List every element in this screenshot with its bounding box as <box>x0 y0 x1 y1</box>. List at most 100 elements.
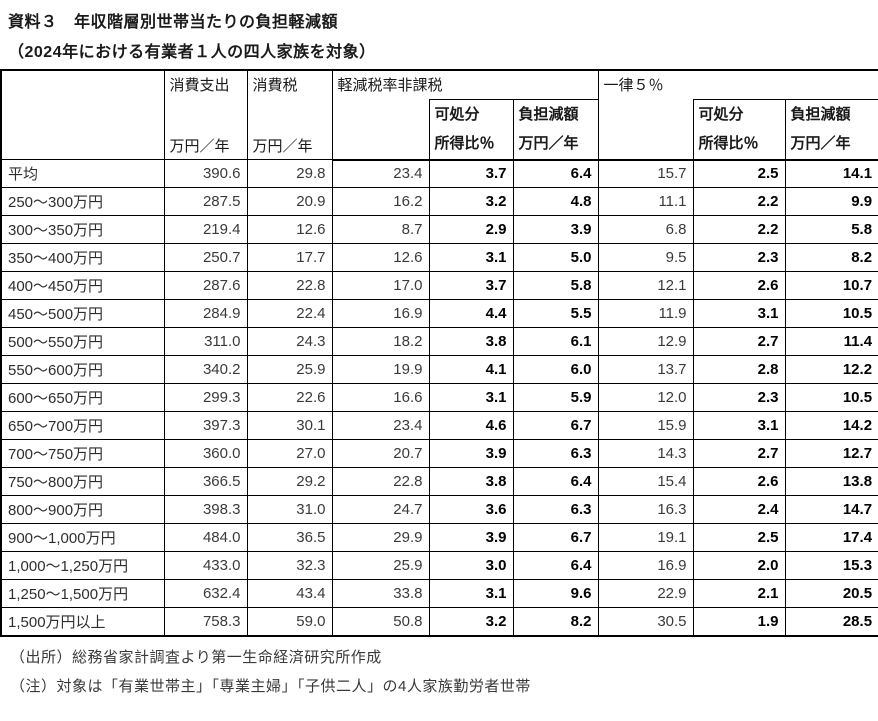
cell-consumption-expenditure: 250.7 <box>163 243 248 272</box>
cell-reduced-burden-reduction: 5.8 <box>512 271 599 300</box>
cell-reduced-burden-reduction: 6.1 <box>512 327 599 356</box>
cell-consumption-expenditure: 632.4 <box>163 579 248 608</box>
table-row: 平均 390.6 29.8 23.4 3.7 6.4 15.7 2.5 14.1 <box>0 159 878 188</box>
cell-flat5-disposable-ratio: 2.2 <box>692 187 786 216</box>
header-consumption-expenditure-unit: 万円／年 <box>169 138 230 155</box>
table-row: 1,250〜1,500万円 632.4 43.4 33.8 3.1 9.6 22… <box>0 579 878 608</box>
cell-flat5-tax: 9.5 <box>597 243 694 272</box>
cell-reduced-disposable-ratio: 3.9 <box>428 523 514 552</box>
header-consumption-tax-unit: 万円／年 <box>252 138 313 155</box>
cell-reduced-disposable-ratio: 3.0 <box>428 551 514 580</box>
header-reduced-value-blank <box>331 99 430 161</box>
cell-reduced-burden-reduction: 8.2 <box>512 607 599 636</box>
cell-reduced-rate-tax: 50.8 <box>331 607 430 636</box>
cell-flat5-tax: 16.3 <box>597 495 694 524</box>
header-flat-burden-reduction: 負担減額 万円／年 <box>784 99 878 161</box>
cell-reduced-rate-tax: 20.7 <box>331 439 430 468</box>
cell-reduced-rate-tax: 22.8 <box>331 467 430 496</box>
cell-consumption-tax: 25.9 <box>246 355 333 384</box>
cell-reduced-disposable-ratio: 3.6 <box>428 495 514 524</box>
cell-reduced-rate-tax: 24.7 <box>331 495 430 524</box>
table-row: 1,000〜1,250万円 433.0 32.3 25.9 3.0 6.4 16… <box>0 551 878 580</box>
cell-flat5-disposable-ratio: 1.9 <box>692 607 786 636</box>
cell-reduced-disposable-ratio: 3.8 <box>428 327 514 356</box>
income-bracket-label: 900〜1,000万円 <box>0 523 165 552</box>
cell-flat5-disposable-ratio: 2.5 <box>692 523 786 552</box>
cell-reduced-rate-tax: 19.9 <box>331 355 430 384</box>
cell-reduced-disposable-ratio: 4.1 <box>428 355 514 384</box>
cell-flat5-burden-reduction: 15.3 <box>784 551 878 580</box>
header-disposable-ratio-line1: 可処分 <box>698 106 744 124</box>
cell-flat5-disposable-ratio: 2.3 <box>692 383 786 412</box>
cell-reduced-rate-tax: 8.7 <box>331 215 430 244</box>
income-bracket-label: 500〜550万円 <box>0 327 165 356</box>
header-burden-reduction-unit: 万円／年 <box>518 135 579 153</box>
cell-consumption-expenditure: 484.0 <box>163 523 248 552</box>
cell-flat5-tax: 12.1 <box>597 271 694 300</box>
cell-flat5-burden-reduction: 12.2 <box>784 355 878 384</box>
cell-consumption-tax: 24.3 <box>246 327 333 356</box>
cell-flat5-tax: 6.8 <box>597 215 694 244</box>
cell-reduced-burden-reduction: 5.0 <box>512 243 599 272</box>
income-bracket-label: 600〜650万円 <box>0 383 165 412</box>
income-bracket-label: 1,000〜1,250万円 <box>0 551 165 580</box>
cell-consumption-tax: 20.9 <box>246 187 333 216</box>
cell-consumption-tax: 36.5 <box>246 523 333 552</box>
cell-flat5-burden-reduction: 20.5 <box>784 579 878 608</box>
cell-flat5-burden-reduction: 13.8 <box>784 467 878 496</box>
cell-consumption-expenditure: 284.9 <box>163 299 248 328</box>
header-disposable-ratio-line2: 所得比％ <box>698 135 759 153</box>
income-bracket-label: 650〜700万円 <box>0 411 165 440</box>
cell-flat5-tax: 15.4 <box>597 467 694 496</box>
header-consumption-expenditure: 消費支出 万円／年 <box>163 69 248 160</box>
table-header: 消費支出 万円／年 消費税 万円／年 軽減税率非課税 一律５％ 可処分 所得比％ <box>0 69 878 161</box>
cell-flat5-disposable-ratio: 3.1 <box>692 299 786 328</box>
cell-reduced-disposable-ratio: 3.1 <box>428 243 514 272</box>
cell-flat5-tax: 12.0 <box>597 383 694 412</box>
cell-flat5-disposable-ratio: 2.6 <box>692 271 786 300</box>
cell-consumption-tax: 27.0 <box>246 439 333 468</box>
cell-reduced-disposable-ratio: 4.6 <box>428 411 514 440</box>
cell-reduced-burden-reduction: 6.4 <box>512 159 599 188</box>
cell-consumption-expenditure: 360.0 <box>163 439 248 468</box>
table-row: 900〜1,000万円 484.0 36.5 29.9 3.9 6.7 19.1… <box>0 523 878 552</box>
cell-reduced-burden-reduction: 6.7 <box>512 411 599 440</box>
cell-consumption-tax: 59.0 <box>246 607 333 636</box>
source-note: （出所）総務省家計調査より第一生命経済研究所作成 <box>10 648 382 666</box>
header-burden-reduction-line1: 負担減額 <box>790 106 851 124</box>
cell-flat5-burden-reduction: 14.1 <box>784 159 878 188</box>
cell-reduced-rate-tax: 25.9 <box>331 551 430 580</box>
income-bracket-label: 1,250〜1,500万円 <box>0 579 165 608</box>
table-row: 250〜300万円 287.5 20.9 16.2 3.2 4.8 11.1 2… <box>0 187 878 216</box>
page-title: 資料３ 年収階層別世帯当たりの負担軽減額 <box>8 14 339 31</box>
cell-reduced-rate-tax: 17.0 <box>331 271 430 300</box>
cell-consumption-expenditure: 366.5 <box>163 467 248 496</box>
cell-reduced-rate-tax: 18.2 <box>331 327 430 356</box>
cell-flat5-disposable-ratio: 3.1 <box>692 411 786 440</box>
cell-flat5-tax: 11.9 <box>597 299 694 328</box>
burden-reduction-table: 消費支出 万円／年 消費税 万円／年 軽減税率非課税 一律５％ 可処分 所得比％ <box>0 69 878 637</box>
cell-consumption-tax: 12.6 <box>246 215 333 244</box>
cell-reduced-disposable-ratio: 3.9 <box>428 439 514 468</box>
cell-consumption-expenditure: 299.3 <box>163 383 248 412</box>
table-row: 750〜800万円 366.5 29.2 22.8 3.8 6.4 15.4 2… <box>0 467 878 496</box>
cell-flat5-burden-reduction: 14.2 <box>784 411 878 440</box>
cell-consumption-tax: 22.4 <box>246 299 333 328</box>
table-row: 650〜700万円 397.3 30.1 23.4 4.6 6.7 15.9 3… <box>0 411 878 440</box>
cell-consumption-expenditure: 311.0 <box>163 327 248 356</box>
cell-consumption-tax: 29.8 <box>246 159 333 188</box>
cell-reduced-disposable-ratio: 3.7 <box>428 271 514 300</box>
cell-reduced-disposable-ratio: 3.2 <box>428 607 514 636</box>
cell-reduced-burden-reduction: 6.4 <box>512 551 599 580</box>
cell-flat5-disposable-ratio: 2.0 <box>692 551 786 580</box>
cell-flat5-burden-reduction: 10.5 <box>784 383 878 412</box>
cell-reduced-rate-tax: 16.9 <box>331 299 430 328</box>
cell-flat5-tax: 15.7 <box>597 159 694 188</box>
cell-consumption-expenditure: 340.2 <box>163 355 248 384</box>
header-burden-reduction-line1: 負担減額 <box>518 106 579 124</box>
cell-flat5-disposable-ratio: 2.8 <box>692 355 786 384</box>
cell-flat5-disposable-ratio: 2.7 <box>692 439 786 468</box>
cell-consumption-tax: 29.2 <box>246 467 333 496</box>
cell-flat5-tax: 19.1 <box>597 523 694 552</box>
header-consumption-expenditure-line1: 消費支出 <box>169 77 230 94</box>
